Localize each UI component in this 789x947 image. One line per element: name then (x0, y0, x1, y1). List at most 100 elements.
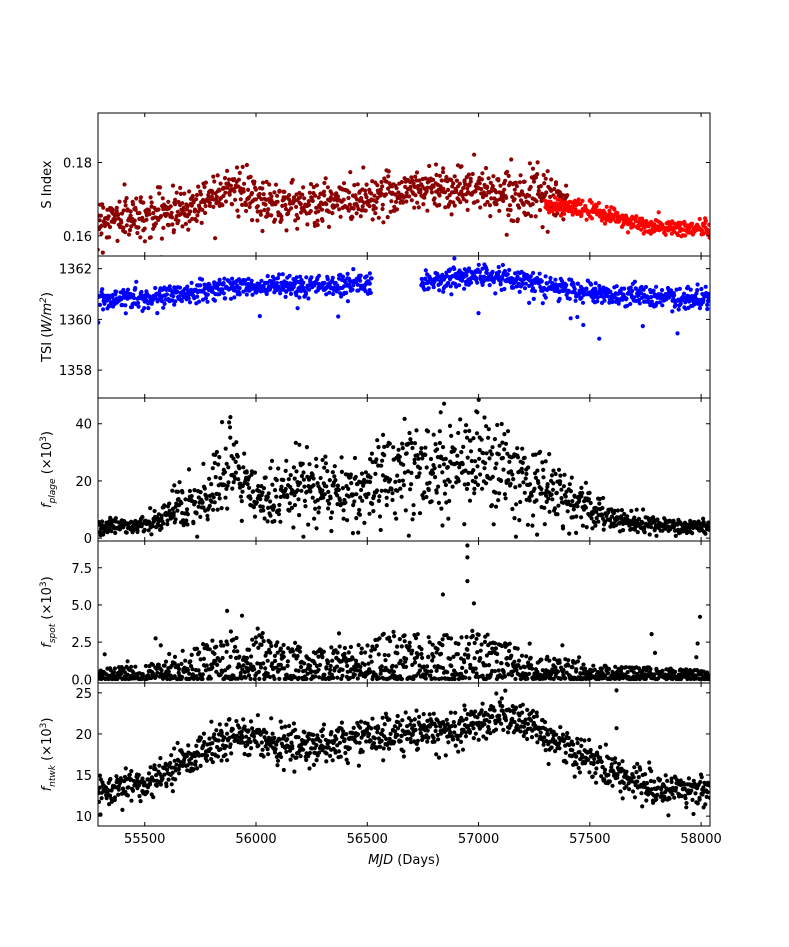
f-spot-point (392, 634, 397, 639)
f-spot-point (324, 666, 329, 671)
s-index-point (298, 202, 303, 207)
f-plage-point (641, 507, 646, 512)
f-spot-point (420, 655, 425, 661)
f-plage-point (569, 475, 574, 480)
s-index-point (176, 218, 181, 223)
s-index-point (707, 235, 710, 240)
tsi-point (477, 270, 482, 275)
s-index-point (184, 207, 189, 212)
tsi-point (707, 291, 710, 296)
f-spot-point (403, 664, 409, 670)
s-index-point (348, 170, 353, 175)
tsi-point (678, 301, 683, 306)
s-index-point (300, 192, 305, 197)
s-index-point (542, 181, 547, 186)
f-plage-point (477, 456, 482, 461)
f-plage-point (173, 504, 178, 509)
s-index-point (202, 184, 207, 190)
f-spot-point (180, 648, 185, 653)
s-index-point (386, 174, 391, 179)
f-spot-point (507, 648, 512, 654)
s-index-point (123, 230, 128, 235)
tsi-point (358, 273, 363, 278)
f-plage-point (276, 466, 281, 471)
f-spot-point (466, 653, 471, 658)
tsi-point (638, 291, 644, 296)
tsi-point (156, 297, 161, 302)
f-plage-point (180, 490, 185, 495)
tsi-point (232, 295, 237, 300)
f-plage-point (314, 464, 319, 469)
f-plage-point (430, 471, 436, 476)
f-plage-point (315, 498, 320, 503)
f-plage-point (396, 458, 401, 463)
f-plage-point (473, 475, 478, 480)
f-spot-point (473, 666, 478, 671)
s-index-point (203, 180, 208, 185)
f-plage-point (316, 510, 321, 515)
tsi-point (628, 301, 633, 307)
tsi-point (331, 291, 336, 297)
f-spot-point (218, 639, 223, 644)
tsi-point (584, 287, 589, 292)
f-spot-point (179, 661, 184, 667)
f-plage-point (510, 472, 515, 477)
f-plage-point (524, 471, 529, 476)
f-plage-point (452, 447, 457, 452)
s-index-point (675, 233, 681, 238)
s-index-point (410, 178, 415, 183)
f-plage-point (478, 472, 483, 477)
f-spot-point (321, 649, 326, 654)
f-plage-point (468, 449, 474, 454)
f-plage-point (456, 478, 461, 484)
s-index-point (488, 180, 493, 185)
f-plage-point (228, 435, 233, 440)
f-plage-point (108, 515, 113, 521)
s-index-point (106, 214, 111, 219)
tsi-point (511, 285, 516, 290)
f-plage-point (527, 498, 532, 503)
s-index-point (376, 215, 381, 220)
tsi-point (98, 302, 103, 307)
tsi-point (244, 292, 249, 297)
s-index-point (240, 164, 245, 169)
f-spot-point (430, 658, 435, 663)
s-index-point (134, 196, 139, 201)
s-index-point (244, 202, 249, 207)
f-spot-point (451, 654, 456, 660)
f-plage-point (320, 488, 325, 493)
f-plage-ytick-label: 20 (75, 475, 92, 490)
f-spot-point (694, 655, 699, 660)
f-plage-point (556, 467, 562, 472)
tsi-point (446, 281, 451, 286)
f-spot-point (342, 645, 347, 651)
f-spot-point (404, 656, 409, 662)
f-spot-point (233, 644, 238, 650)
tsi-point (689, 294, 695, 299)
s-index-point (142, 239, 147, 244)
s-index-point (562, 211, 567, 216)
f-plage-point (212, 500, 217, 505)
f-plage-point (135, 528, 140, 533)
tsi-point (681, 291, 687, 296)
f-plage-point (198, 514, 203, 520)
f-spot-point (592, 667, 597, 672)
f-plage-point (559, 487, 564, 492)
f-plage-point (701, 520, 706, 525)
tsi-point (631, 295, 637, 300)
f-plage-point (437, 440, 442, 446)
s-index-point (518, 173, 523, 178)
f-plage-point (322, 492, 327, 497)
f-plage-point (419, 446, 424, 451)
f-spot-point (261, 661, 266, 666)
f-spot-point (204, 663, 209, 668)
f-plage-point (279, 484, 284, 489)
s-index-point (379, 179, 384, 185)
f-spot-point (261, 639, 266, 644)
s-index-point (393, 199, 399, 204)
s-index-point (174, 190, 179, 195)
s-index-point (404, 199, 409, 204)
s-index-point (607, 208, 612, 213)
s-index-point (478, 205, 483, 210)
f-spot-point (515, 646, 520, 651)
